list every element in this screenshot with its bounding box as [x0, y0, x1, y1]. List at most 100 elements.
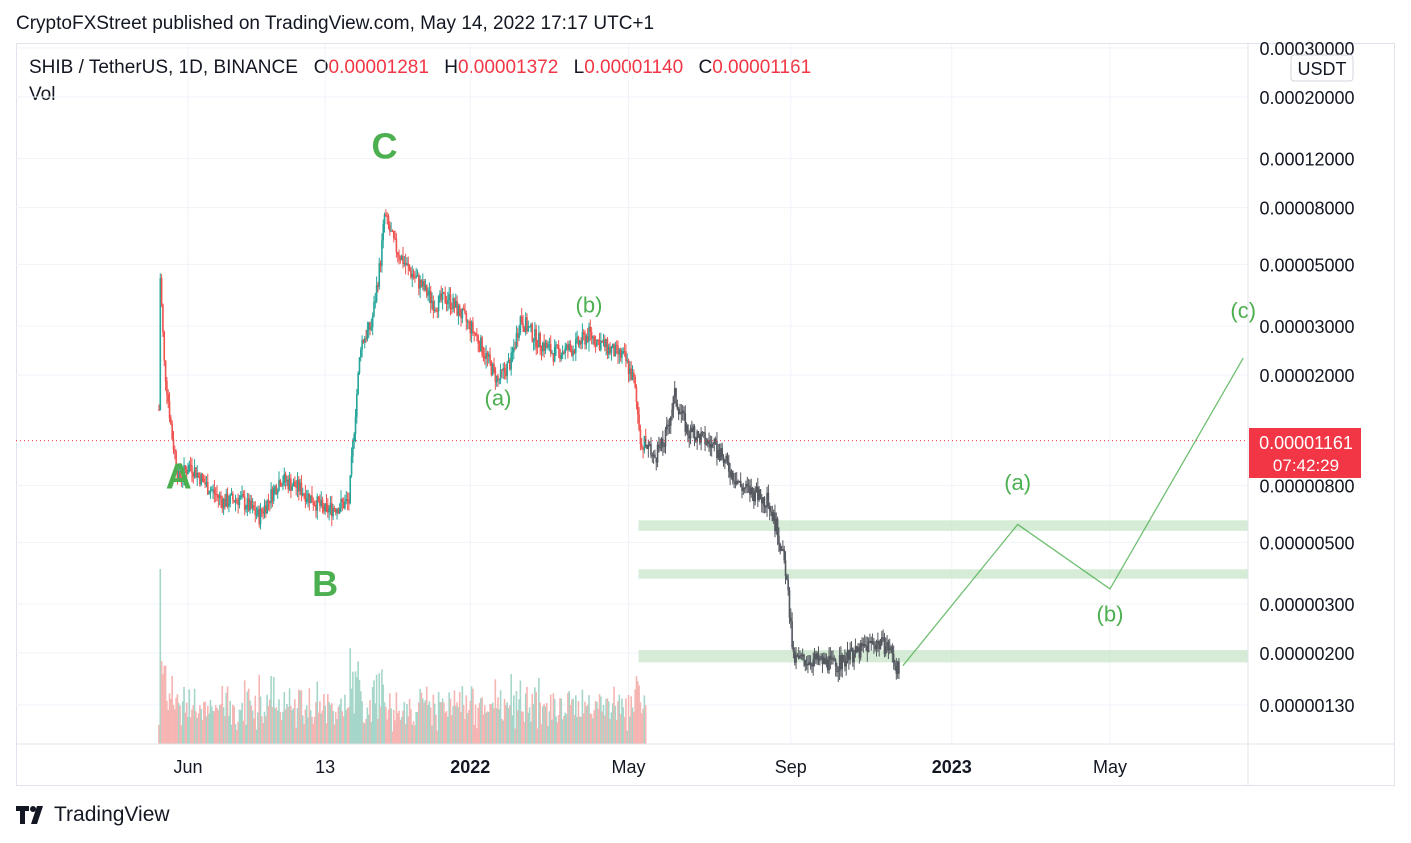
candle-body	[458, 305, 461, 317]
volume-bar	[164, 665, 167, 744]
volume-bar	[542, 706, 544, 744]
candle-body	[411, 273, 414, 278]
candle-body	[429, 290, 432, 304]
volume-bar	[295, 727, 297, 744]
volume-bar	[540, 724, 543, 744]
volume-bar	[526, 686, 528, 744]
volume-bar	[615, 719, 618, 744]
candle-body	[319, 501, 321, 506]
low-value: 0.00001140	[584, 57, 684, 78]
candle-body	[753, 492, 755, 502]
candle-body	[881, 637, 883, 645]
candle-body	[373, 302, 375, 317]
volume-bar	[586, 704, 589, 744]
candle-body	[390, 230, 392, 232]
time-tick-label: May	[1093, 757, 1127, 777]
candle-body	[615, 344, 618, 346]
volume-bar	[191, 709, 193, 744]
volume-bar	[429, 707, 432, 744]
volume-bar	[443, 702, 445, 744]
candle-body	[514, 347, 516, 349]
volume-bar	[619, 714, 622, 744]
candle-body	[584, 334, 586, 345]
volume-bar	[582, 713, 585, 744]
tradingview-footer[interactable]: TradingView	[16, 803, 170, 827]
candle-body	[251, 504, 254, 509]
candle-body	[654, 454, 656, 458]
candle-body	[800, 655, 803, 657]
candle-body	[216, 494, 218, 496]
candle-body	[643, 436, 646, 451]
candle-body	[362, 340, 365, 343]
volume-bar	[359, 691, 362, 744]
volume-bar	[329, 704, 332, 744]
volume-bar	[168, 693, 171, 744]
candle-body	[822, 657, 825, 665]
candle-body	[625, 351, 627, 361]
wave-labels: A B C (a) (b) (a) (b) (c)	[166, 126, 1256, 627]
candle-body	[663, 445, 665, 447]
volume-bar	[330, 703, 333, 744]
volume-bar	[584, 701, 586, 744]
candle-body	[208, 493, 210, 495]
candle-body	[341, 499, 344, 502]
candle-body	[242, 494, 245, 497]
volume-bar	[196, 718, 199, 744]
candle-body	[312, 502, 315, 505]
current-price-tag: 0.00001161 07:42:29	[1249, 428, 1361, 478]
candle-body	[489, 354, 491, 362]
volume-bar	[214, 705, 217, 744]
candle-body	[416, 275, 419, 277]
candle-body	[316, 496, 319, 511]
candle-body	[342, 501, 345, 509]
candle-body	[895, 666, 898, 674]
candle-body	[728, 462, 730, 472]
candle-body	[858, 647, 861, 658]
volume-bar	[316, 681, 319, 744]
price-axis[interactable]: 0.00030000 0.00020000 0.00012000 0.00008000…	[1259, 39, 1354, 716]
volume-bar	[493, 708, 495, 744]
volume-bar	[338, 704, 341, 744]
candle-body	[828, 655, 830, 671]
volume-bar	[451, 715, 453, 744]
candle-body	[543, 342, 545, 351]
volume-bar	[425, 686, 428, 744]
candle-body	[179, 470, 181, 478]
volume-bar	[454, 705, 457, 744]
volume-bar	[365, 719, 367, 744]
candle-body	[228, 503, 230, 507]
volume-bar	[465, 695, 468, 744]
volume-bar	[341, 711, 344, 744]
volume-bar	[238, 709, 241, 744]
price-zone	[638, 569, 1248, 579]
volume-bar	[498, 709, 501, 744]
candle-body	[172, 439, 175, 450]
candle-body	[660, 438, 663, 448]
volume-bar	[478, 702, 481, 744]
candle-body	[374, 301, 377, 303]
volume-bar	[172, 704, 175, 744]
publisher-line: CryptoFXStreet published on TradingView.…	[16, 13, 655, 34]
chart-frame	[16, 43, 1395, 786]
volume-bar	[622, 707, 625, 744]
volume-bar	[609, 719, 611, 744]
candle-body	[875, 644, 878, 650]
volume-bar	[247, 688, 250, 744]
wave-label: (b)	[576, 293, 603, 318]
candle-body	[295, 486, 297, 488]
candle-body	[760, 498, 763, 504]
symbol-name[interactable]: SHIB / TetherUS, 1D, BINANCE	[29, 57, 298, 78]
candle-body	[836, 666, 838, 673]
currency-badge[interactable]: USDT	[1290, 54, 1354, 82]
candle-body	[415, 276, 417, 278]
candle-body	[258, 508, 261, 525]
candle-body	[357, 372, 359, 394]
volume-indicator-label[interactable]: Vol	[29, 84, 56, 105]
candle-body	[647, 444, 650, 449]
volume-bar	[386, 719, 388, 744]
candle-body	[399, 257, 402, 261]
time-axis[interactable]: Jun 13 2022 May Sep 2023 May	[173, 757, 1127, 777]
volume-bar	[516, 710, 519, 744]
candle-body	[539, 333, 541, 348]
